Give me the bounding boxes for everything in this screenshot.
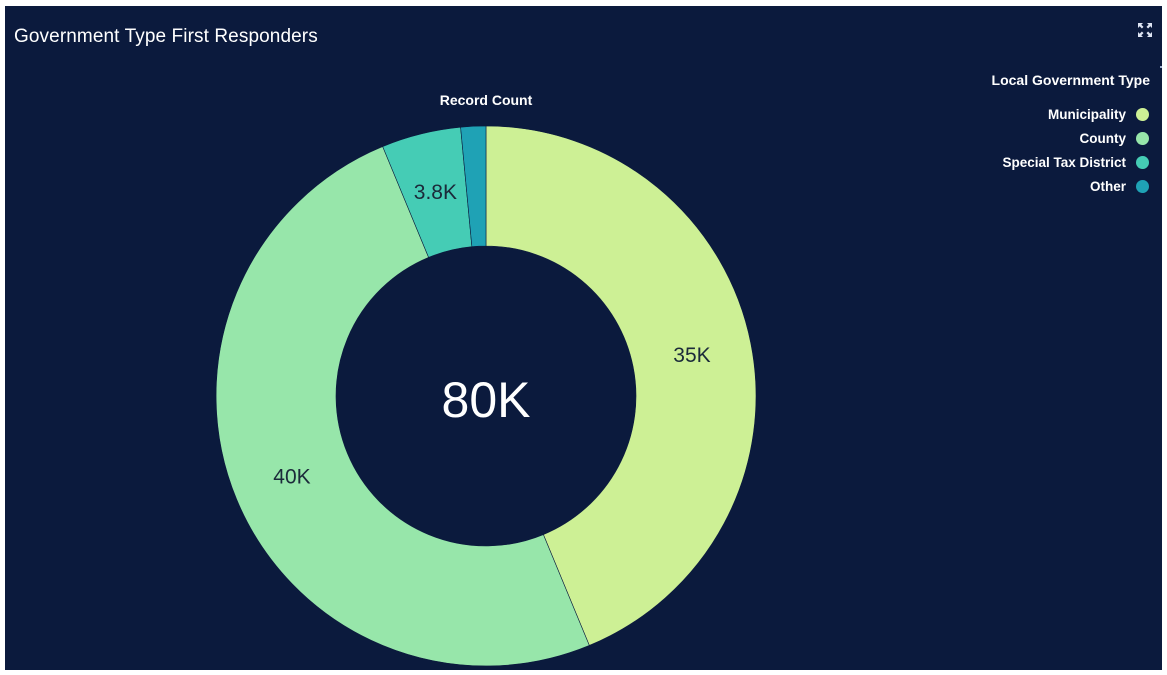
legend-swatch [1136,179,1149,193]
legend-scroll-marker [1160,66,1162,68]
legend: Local Government Type Municipality County… [992,72,1150,198]
data-label-municipality: 35K [673,344,710,367]
slice-county[interactable] [216,146,590,667]
center-total-label: 80K [442,372,531,428]
series-label: Record Count [440,92,533,108]
data-label-county: 40K [273,465,310,488]
legend-item-special-tax-district[interactable]: Special Tax District [992,150,1150,174]
donut-chart: Record Count 35K 40K 3.8K 80K [216,92,757,667]
slice-municipality[interactable] [485,125,757,646]
chart-title: Government Type First Responders [14,26,318,47]
slice-other[interactable] [460,125,487,247]
legend-item-municipality[interactable]: Municipality [992,102,1150,126]
legend-item-label: Municipality [1047,106,1126,122]
legend-item-label: County [1079,130,1127,146]
legend-swatch [1136,155,1149,169]
data-label-special-tax-district: 3.8K [414,181,457,204]
legend-title: Local Government Type [991,72,1150,88]
legend-swatch [1136,107,1149,121]
chart-panel: Government Type First Responders Record … [5,6,1162,670]
legend-item-county[interactable]: County [992,126,1150,150]
legend-item-label: Other [1089,178,1126,194]
legend-item-label: Special Tax District [1002,154,1126,170]
legend-swatch [1136,131,1149,145]
legend-item-other[interactable]: Other [992,174,1150,198]
expand-icon[interactable] [1137,22,1153,38]
